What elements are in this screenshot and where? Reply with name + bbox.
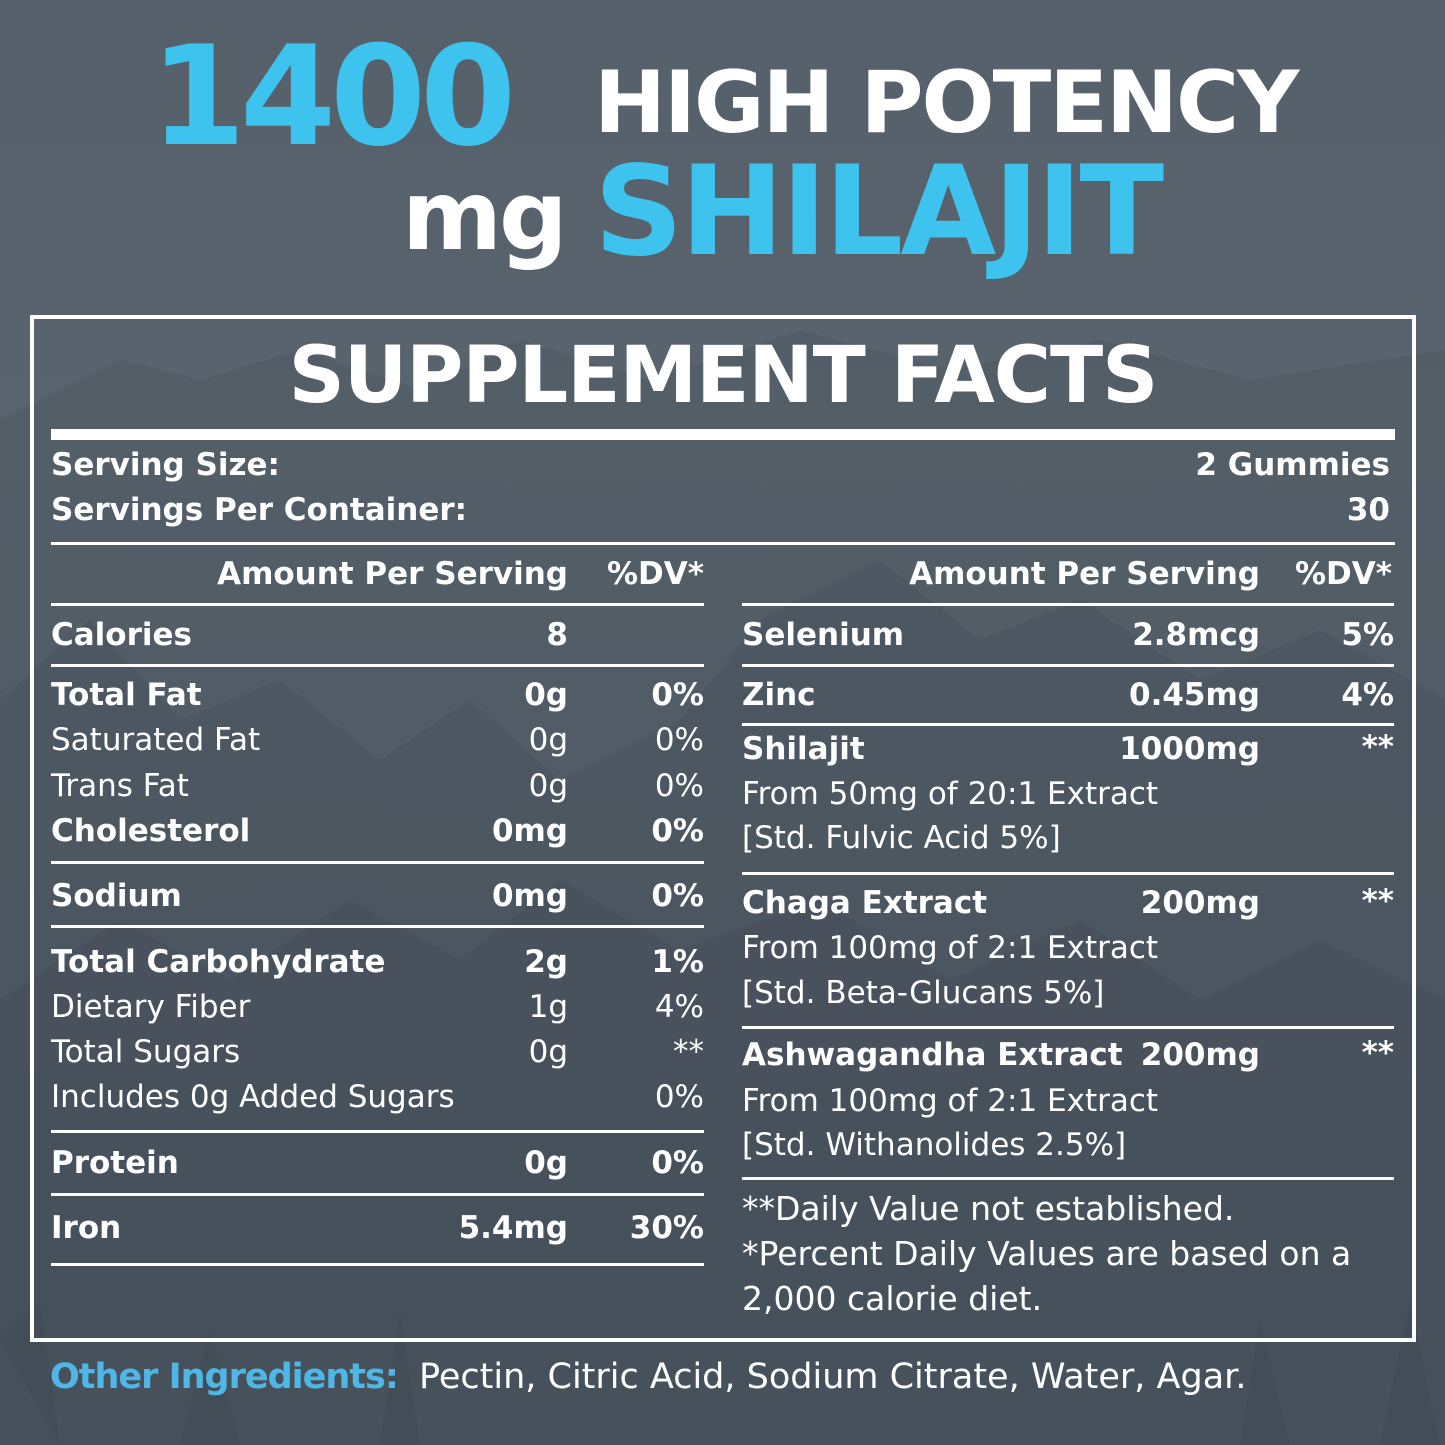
divider [51, 861, 704, 864]
headline-product-name: SHILAJIT [594, 140, 1164, 284]
right-header-dv: %DV* [1295, 556, 1392, 592]
nutrient-dv: 0% [654, 722, 704, 758]
divider [742, 1177, 1394, 1180]
footnote-dv-not-established: **Daily Value not established. [742, 1189, 1235, 1228]
nutrient-dv: 0% [651, 677, 704, 713]
nutrient-amount: 0mg [491, 878, 568, 914]
divider [51, 925, 704, 928]
divider [51, 1263, 704, 1266]
nutrient-name: Total Carbohydrate [51, 944, 386, 980]
headline: 1400 HIGH POTENCY mg SHILAJIT [0, 0, 1445, 310]
divider [742, 872, 1394, 875]
nutrient-dv: 0% [651, 878, 704, 914]
nutrient-name: Saturated Fat [51, 722, 261, 758]
nutrient-name: Calories [51, 617, 192, 653]
nutrient-dv: 0% [654, 768, 704, 804]
nutrient-name: Chaga Extract [742, 885, 988, 921]
nutrient-amount: 5.4mg [458, 1210, 568, 1246]
divider [51, 664, 704, 667]
nutrient-dv: ** [1361, 883, 1394, 919]
nutrient-name: Protein [51, 1145, 179, 1181]
nutrient-dv: 4% [654, 989, 704, 1025]
nutrient-name: Includes 0g Added Sugars [51, 1079, 455, 1115]
nutrient-standardization: [Std. Withanolides 2.5%] [742, 1127, 1127, 1163]
nutrient-name: Trans Fat [51, 768, 189, 804]
nutrient-amount: 1g [528, 989, 568, 1025]
nutrient-source: From 50mg of 20:1 Extract [742, 776, 1159, 812]
nutrient-source: From 100mg of 2:1 Extract [742, 930, 1159, 966]
nutrient-dv: ** [1361, 1035, 1394, 1071]
supplement-facts-panel: SUPPLEMENT FACTS Serving Size: 2 Gummies… [30, 315, 1416, 1342]
left-header-dv: %DV* [607, 556, 704, 592]
nutrient-amount: 200mg [1140, 1037, 1260, 1073]
nutrient-amount: 0mg [491, 813, 568, 849]
divider [742, 1026, 1394, 1029]
nutrient-dv: 0% [651, 813, 704, 849]
nutrient-dv: 30% [629, 1210, 704, 1246]
divider [51, 1193, 704, 1196]
footnote-calorie-diet: 2,000 calorie diet. [742, 1279, 1043, 1318]
nutrient-amount: 8 [546, 617, 568, 653]
nutrient-name: Shilajit [742, 731, 865, 767]
nutrient-amount: 2g [524, 944, 568, 980]
divider [51, 542, 1395, 545]
nutrient-amount: 1000mg [1119, 731, 1260, 767]
other-ingredients-value: Pectin, Citric Acid, Sodium Citrate, Wat… [418, 1357, 1247, 1397]
divider [51, 603, 704, 606]
divider [51, 429, 1395, 440]
nutrient-dv: 0% [654, 1079, 704, 1115]
nutrient-name: Selenium [742, 617, 905, 653]
nutrient-amount: 2.8mcg [1132, 617, 1260, 653]
panel-title: SUPPLEMENT FACTS [288, 331, 1159, 421]
nutrient-source: From 100mg of 2:1 Extract [742, 1083, 1159, 1119]
nutrient-amount: 0g [528, 722, 568, 758]
footnote-percent-dv: *Percent Daily Values are based on a [742, 1234, 1352, 1273]
nutrient-name: Iron [51, 1210, 122, 1246]
serving-size-value: 2 Gummies [1195, 447, 1390, 483]
nutrient-name: Sodium [51, 878, 182, 914]
nutrient-amount: 200mg [1140, 885, 1260, 921]
nutrient-name: Total Fat [51, 677, 202, 713]
nutrient-name: Cholesterol [51, 813, 251, 849]
divider [742, 664, 1394, 667]
servings-per-container-value: 30 [1346, 492, 1390, 528]
headline-unit: mg [402, 160, 568, 272]
nutrient-amount: 0.45mg [1129, 677, 1260, 713]
servings-per-container-label: Servings Per Container: [51, 492, 468, 528]
headline-high-potency: HIGH POTENCY [594, 53, 1299, 153]
headline-amount: 1400 [150, 16, 516, 177]
nutrient-amount: 0g [528, 1034, 568, 1070]
nutrient-dv: ** [673, 1034, 704, 1070]
nutrient-dv: 1% [651, 944, 704, 980]
nutrient-name: Dietary Fiber [51, 989, 251, 1025]
nutrient-standardization: [Std. Beta-Glucans 5%] [742, 975, 1105, 1011]
nutrient-amount: 0g [524, 1145, 568, 1181]
nutrient-amount: 0g [524, 677, 568, 713]
nutrient-dv: ** [1361, 729, 1394, 765]
nutrient-amount: 0g [528, 768, 568, 804]
divider [742, 603, 1394, 606]
nutrient-name: Ashwagandha Extract [742, 1037, 1123, 1073]
other-ingredients: Other Ingredients: Pectin, Citric Acid, … [50, 1360, 1246, 1395]
right-header-amount: Amount Per Serving [909, 556, 1260, 592]
nutrient-dv: 5% [1341, 617, 1394, 653]
left-header-amount: Amount Per Serving [217, 556, 568, 592]
divider [742, 723, 1394, 726]
other-ingredients-label: Other Ingredients: [50, 1357, 399, 1397]
nutrient-dv: 0% [651, 1145, 704, 1181]
nutrient-dv: 4% [1341, 677, 1394, 713]
nutrient-name: Total Sugars [51, 1034, 241, 1070]
serving-size-label: Serving Size: [51, 447, 280, 483]
nutrient-name: Zinc [742, 677, 816, 713]
nutrient-standardization: [Std. Fulvic Acid 5%] [742, 820, 1061, 856]
divider [51, 1130, 704, 1133]
